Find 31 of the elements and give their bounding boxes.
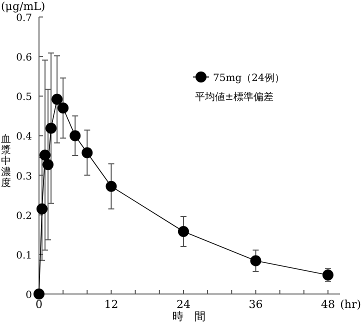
text: (μg/mL) xyxy=(1,0,46,13)
y-tick-label: 0 xyxy=(26,290,32,301)
y-tick-label: 0.5 xyxy=(16,92,32,104)
point xyxy=(34,288,44,300)
y-tick-label: 0.1 xyxy=(16,250,32,262)
y-tick-label: 0.2 xyxy=(16,210,32,222)
point xyxy=(40,150,51,161)
x-tick-label: 0 xyxy=(36,298,42,311)
point xyxy=(42,159,54,170)
point xyxy=(250,255,262,266)
y-tick-label: 0.4 xyxy=(16,132,32,143)
point xyxy=(52,94,63,105)
x-tick-label: 48 xyxy=(320,298,335,311)
x-tick-label: 12 xyxy=(104,298,118,311)
x-tick-label: 24 xyxy=(176,298,190,311)
legend-label: 75mg（24例） xyxy=(213,73,284,84)
annotation: 平均値±標準偏差 xyxy=(195,91,274,103)
y-tick-label: 0.7 xyxy=(16,13,32,24)
point xyxy=(106,180,117,192)
point xyxy=(58,102,69,114)
y-tick-label: 0.6 xyxy=(16,52,32,64)
point xyxy=(46,122,57,134)
y-tick-label: 0.3 xyxy=(16,171,32,182)
x-tick-label: 36 xyxy=(248,298,263,311)
point xyxy=(178,226,189,237)
x-axis-title: 時 間 xyxy=(172,310,206,322)
y-axis-title: 血漿中濃度 xyxy=(1,133,11,189)
point xyxy=(82,147,93,158)
text: (hr) xyxy=(340,298,361,311)
point xyxy=(70,130,81,142)
point xyxy=(36,203,48,214)
